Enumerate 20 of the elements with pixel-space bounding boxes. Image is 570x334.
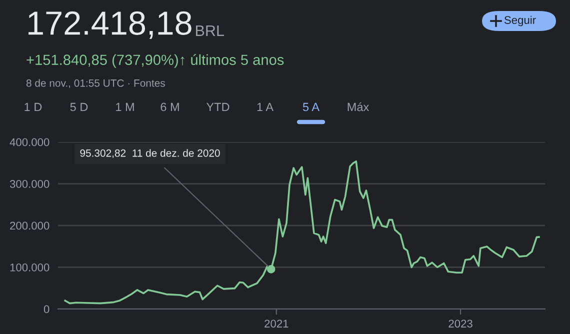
- text: 1 M: [116, 102, 134, 112]
- text: 8 de nov., 01:55 UTC · Fontes: [26, 79, 165, 88]
- text: 5 D: [70, 102, 88, 112]
- text: YTD: [206, 102, 230, 112]
- text: +151.840,85 (737,90%)↑ últimos 5 anos: [26, 54, 284, 68]
- text: 1 A: [257, 102, 274, 112]
- x-tick-label: 2021: [264, 320, 288, 328]
- annotation: 95.302,82 11 de dez. de 2020: [80, 149, 220, 158]
- text: 5 A: [302, 102, 320, 112]
- y-tick-label: 400.000: [10, 138, 50, 146]
- text: 6 M: [160, 102, 179, 112]
- y-tick-label: 0: [44, 305, 50, 314]
- x-tick-label: 2023: [448, 320, 472, 328]
- text: Seguir: [504, 16, 536, 26]
- line-series: [64, 160, 540, 304]
- text: Máx: [348, 102, 370, 112]
- y-tick-label: 200.000: [10, 222, 50, 230]
- y-tick-label: 300.000: [10, 180, 50, 188]
- text: 1 D: [24, 102, 42, 112]
- y-tick-label: 100.000: [10, 264, 50, 272]
